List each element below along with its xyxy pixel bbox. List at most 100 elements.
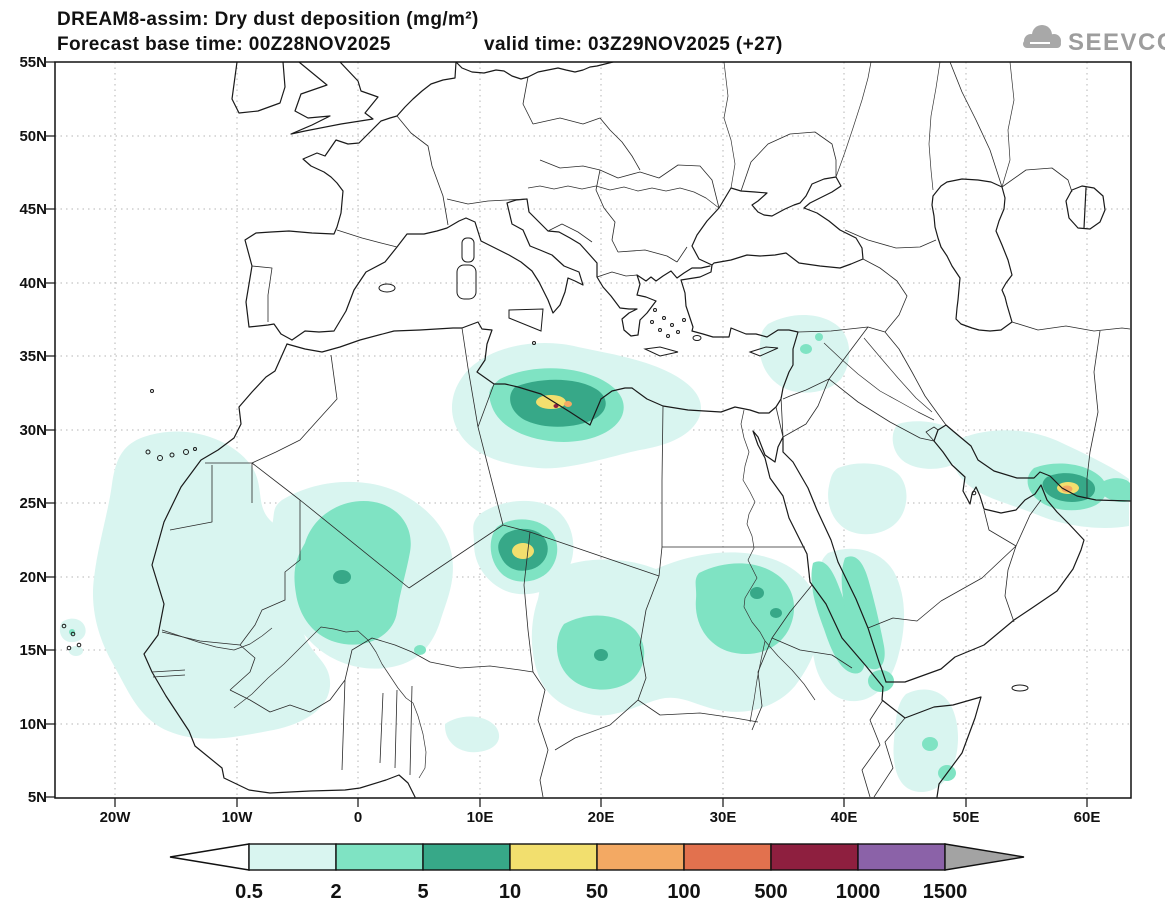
aegean-2 (662, 316, 666, 320)
lat-label-10n: 10N (19, 716, 47, 733)
lat-label-30n: 30N (19, 422, 47, 439)
dust-dark-chad (594, 649, 608, 661)
rhodes-island (692, 335, 702, 341)
senegal-river (161, 627, 273, 651)
subtitle: Forecast base time: 00Z28NOV2025 valid ti… (57, 34, 783, 55)
lat-label-35n: 35N (19, 348, 47, 365)
colorbar-label-1000: 1000 (836, 881, 881, 903)
lat-label-15n: 15N (19, 642, 47, 659)
cape-verde-2 (70, 631, 76, 637)
dust-level-500-1000 (553, 404, 559, 408)
aegean-8 (650, 320, 654, 324)
coast-africa-atlantic (143, 343, 416, 798)
dust-blob-cape-verde-2 (69, 646, 83, 656)
crete-island (643, 346, 679, 357)
aegean-5 (666, 334, 670, 338)
cape-verde-3 (66, 645, 72, 651)
canary-4 (183, 449, 189, 455)
canary-1 (145, 449, 151, 455)
colorbar-label-1500: 1500 (923, 881, 968, 903)
lat-label-5n: 5N (28, 789, 47, 806)
lon-label-10e: 10E (467, 809, 494, 826)
lon-label-20w: 20W (100, 809, 132, 826)
dust-dark-sudan-2 (770, 608, 782, 618)
aegean-1 (653, 308, 657, 312)
coast-ireland (231, 62, 286, 114)
borders-northeast-africa (751, 584, 906, 798)
colorbar-label-2: 2 (330, 881, 341, 903)
coast-red-sea (752, 430, 887, 688)
lon-label-20e: 20E (588, 809, 615, 826)
don-river (835, 62, 872, 178)
dust-level-50-100 (564, 401, 1073, 493)
coast-aral-sea (1065, 185, 1106, 230)
borders-europe (251, 76, 720, 322)
madeira (150, 389, 154, 393)
colorbar-segment-5-10 (422, 843, 511, 871)
lon-label-30e: 30E (710, 809, 737, 826)
danube-river (527, 185, 720, 209)
colorbar-segment-1000-1500 (857, 843, 946, 871)
borders-middle-east (775, 326, 1042, 629)
logo-text: SEEVCCC (1068, 29, 1165, 56)
dust-dark-mali (333, 570, 351, 584)
colorbar-segment-0p5-2 (248, 843, 337, 871)
malta-island (532, 341, 536, 345)
seevccc-logo: SEEVCCC (1023, 25, 1165, 56)
colorbar-label-5: 5 (417, 881, 428, 903)
ural-river (1001, 62, 1015, 188)
dust-orange-libya (564, 401, 572, 407)
coast-arabia-persian-gulf-iran (885, 424, 1131, 683)
euphrates-river (823, 342, 935, 421)
page-title: DREAM8-assim: Dry dust deposition (mg/m²… (57, 9, 479, 30)
dust-yellow-sw-libya (512, 543, 534, 559)
sicily-island (508, 308, 544, 332)
socotra-island (1011, 684, 1029, 692)
colorbar-label-0p5: 0.5 (235, 881, 263, 903)
colorbar-segment-100-500 (683, 843, 772, 871)
lat-label-20n: 20N (19, 569, 47, 586)
base-time-text: Forecast base time: 00Z28NOV2025 (57, 34, 391, 55)
axis-ticks (46, 61, 1088, 807)
dust-core-mali (294, 501, 411, 645)
nile-river (740, 409, 816, 723)
colorbar-label-100: 100 (667, 881, 700, 903)
dust-orange-hormuz (1061, 485, 1073, 493)
aegean-3 (670, 323, 674, 327)
colorbar-arrow-left (169, 843, 250, 871)
dust-fill-layer (59, 315, 1130, 793)
colorbar-label-50: 50 (586, 881, 608, 903)
volga-river (928, 62, 941, 191)
dust-dark-sudan-1 (750, 587, 764, 599)
latitude-labels: 55N 50N 45N 40N 35N 30N 25N 20N 15N 10N … (19, 54, 47, 806)
canary-3 (169, 452, 175, 458)
sardinia-island (456, 264, 477, 300)
mallorca-island (378, 283, 396, 293)
cape-verde-4 (76, 642, 82, 648)
dust-strip-asir (841, 556, 885, 670)
bahrain (971, 490, 977, 496)
cyprus-island (748, 346, 779, 357)
coast-caspian-sea (931, 178, 1013, 332)
aegean-7 (682, 318, 686, 322)
lat-label-55n: 55N (19, 54, 47, 71)
canary-2 (157, 455, 163, 461)
borders-sahara-central (429, 327, 805, 798)
header: DREAM8-assim: Dry dust deposition (mg/m²… (57, 9, 1165, 56)
dust-speck-levant-1 (800, 344, 812, 354)
aegean-4 (658, 328, 662, 332)
lon-label-10w: 10W (222, 809, 254, 826)
borders-northwest-africa (151, 354, 504, 776)
colorbar-segment-10-50 (509, 843, 598, 871)
lat-label-50n: 50N (19, 128, 47, 145)
dust-speck-niger (414, 645, 426, 655)
colorbar-arrow-right (944, 843, 1025, 871)
coastlines (61, 62, 1131, 798)
lon-label-50e: 50E (953, 809, 980, 826)
lat-label-25n: 25N (19, 495, 47, 512)
aegean-6 (676, 330, 680, 334)
colorbar-label-10: 10 (499, 881, 521, 903)
colorbar-labels: 0.5 2 5 10 50 100 500 1000 1500 (235, 881, 967, 903)
canary-5 (193, 447, 197, 451)
